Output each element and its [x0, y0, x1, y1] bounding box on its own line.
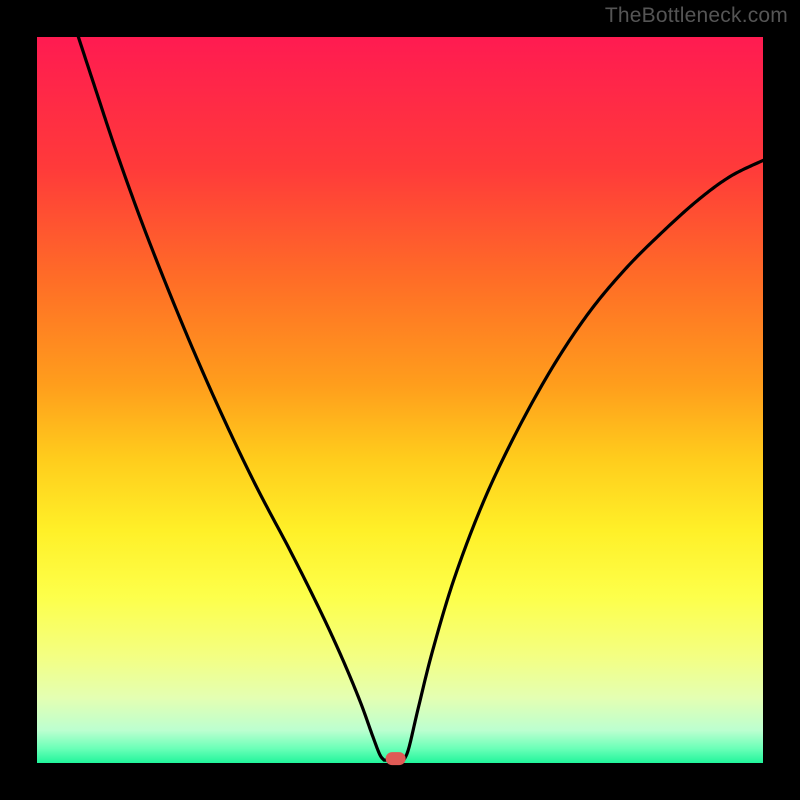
- plot-background: [37, 37, 763, 763]
- chart-svg: [0, 0, 800, 800]
- watermark-text: TheBottleneck.com: [605, 4, 788, 28]
- chart-container: TheBottleneck.com: [0, 0, 800, 800]
- min-marker: [386, 752, 406, 765]
